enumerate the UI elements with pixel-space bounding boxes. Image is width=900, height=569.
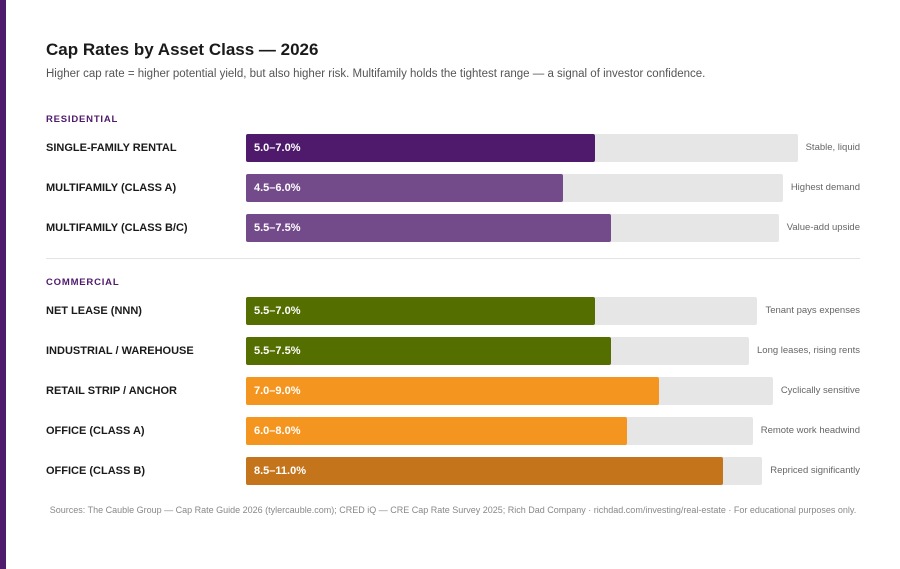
row-note: Cyclically sensitive (780, 385, 860, 396)
row-note: Value-add upside (786, 222, 860, 233)
range-bar: 5.5–7.0% (246, 297, 595, 325)
range-bar: 7.0–9.0% (246, 377, 659, 405)
chart-title: Cap Rates by Asset Class — 2026 (46, 40, 319, 59)
category-label: OFFICE (CLASS A) (46, 425, 145, 437)
section-divider (46, 258, 860, 259)
accent-stripe (0, 0, 6, 569)
range-label: 7.0–9.0% (254, 385, 301, 397)
row-note: Stable, liquid (805, 142, 860, 153)
chart-row: OFFICE (CLASS B) Repriced significantly 8.… (46, 457, 860, 485)
range-bar: 8.5–11.0% (246, 457, 723, 485)
chart-row: SINGLE-FAMILY RENTAL Stable, liquid 5.0–7.… (46, 134, 860, 162)
bar-track: 5.0–7.0% (246, 134, 798, 162)
chart-row: MULTIFAMILY (CLASS A) Highest demand 4.5–6… (46, 174, 860, 202)
range-label: 8.5–11.0% (254, 465, 306, 477)
bar-track: 7.0–9.0% (246, 377, 773, 405)
chart-row: RETAIL STRIP / ANCHOR Cyclically sensitiv… (46, 377, 860, 405)
row-note: Long leases, rising rents (757, 345, 860, 356)
range-label: 6.0–8.0% (254, 425, 301, 437)
range-bar: 4.5–6.0% (246, 174, 563, 202)
range-bar: 5.5–7.5% (246, 337, 611, 365)
section-label-commercial: COMMERCIAL (46, 277, 120, 288)
row-note: Remote work headwind (760, 425, 860, 436)
bar-track: 5.5–7.5% (246, 214, 779, 242)
bar-track: 6.0–8.0% (246, 417, 753, 445)
source-footer: Sources: The Cauble Group — Cap Rate Gui… (49, 505, 857, 515)
category-label: MULTIFAMILY (CLASS B/C) (46, 222, 188, 234)
bar-track: 5.5–7.0% (246, 297, 758, 325)
bar-track: 8.5–11.0% (246, 457, 763, 485)
range-label: 5.5–7.5% (254, 222, 301, 234)
chart-subtitle: Higher cap rate = higher potential yield… (46, 68, 706, 80)
category-label: OFFICE (CLASS B) (46, 465, 145, 477)
range-bar: 5.5–7.5% (246, 214, 611, 242)
range-label: 5.5–7.0% (254, 305, 301, 317)
section-label-residential: RESIDENTIAL (46, 114, 119, 125)
row-note: Tenant pays expenses (765, 305, 860, 316)
row-note: Highest demand (790, 182, 860, 193)
range-bar: 5.0–7.0% (246, 134, 595, 162)
chart-row: MULTIFAMILY (CLASS B/C) Value-add upside 5… (46, 214, 860, 242)
category-label: MULTIFAMILY (CLASS A) (46, 182, 177, 194)
bar-track: 5.5–7.5% (246, 337, 750, 365)
category-label: SINGLE-FAMILY RENTAL (46, 142, 177, 154)
range-label: 5.5–7.5% (254, 345, 301, 357)
chart-row: OFFICE (CLASS A) Remote work headwind 6.0–… (46, 417, 860, 445)
chart-row: NET LEASE (NNN) Tenant pays expenses 5.5–7… (46, 297, 860, 325)
category-label: NET LEASE (NNN) (46, 305, 142, 317)
category-label: RETAIL STRIP / ANCHOR (46, 385, 177, 397)
range-label: 4.5–6.0% (254, 182, 301, 194)
row-note: Repriced significantly (770, 465, 860, 476)
chart-row: INDUSTRIAL / WAREHOUSE Long leases, risin… (46, 337, 860, 365)
range-bar: 6.0–8.0% (246, 417, 627, 445)
range-label: 5.0–7.0% (254, 142, 301, 154)
bar-track: 4.5–6.0% (246, 174, 783, 202)
category-label: INDUSTRIAL / WAREHOUSE (46, 345, 194, 357)
